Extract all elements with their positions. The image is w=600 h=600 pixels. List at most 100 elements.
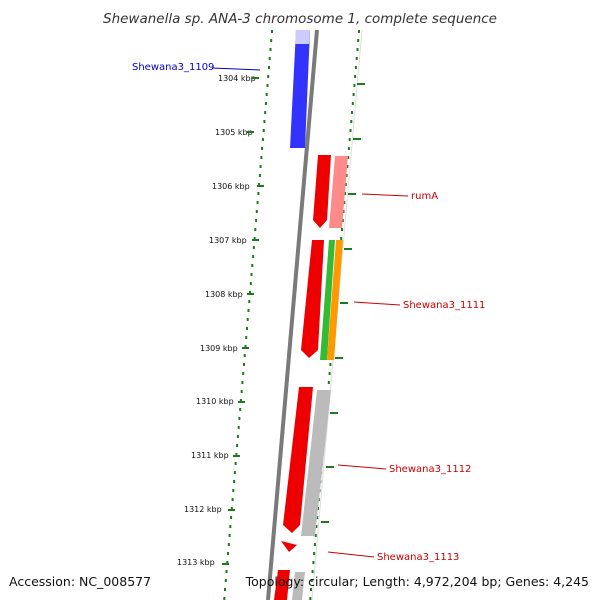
guide-dot bbox=[269, 48, 272, 51]
guide-dot bbox=[239, 399, 242, 402]
tick-label: 1309 kbp bbox=[200, 344, 238, 353]
gene-label-shewana3-1112[interactable]: Shewana3_1112 bbox=[389, 464, 471, 475]
guide-dot bbox=[354, 75, 357, 78]
guide-dot bbox=[253, 237, 256, 240]
guide-dot bbox=[255, 210, 258, 213]
guide-dot bbox=[347, 156, 350, 159]
guide-dot bbox=[243, 363, 245, 366]
tick-label: 1313 kbp bbox=[177, 558, 215, 567]
guide-dot bbox=[345, 174, 348, 177]
guide-dot bbox=[262, 129, 265, 132]
guide-dot bbox=[346, 165, 349, 168]
guide-dot bbox=[230, 507, 233, 510]
guide-dot bbox=[268, 66, 270, 69]
guide-dot bbox=[358, 30, 360, 33]
gene-block-highlight bbox=[295, 30, 310, 44]
guide-dot bbox=[348, 138, 351, 141]
tick-label: 1306 kbp bbox=[212, 182, 250, 191]
guide-dot bbox=[264, 102, 267, 105]
guide-dot bbox=[357, 39, 360, 42]
guide-dot bbox=[312, 561, 315, 564]
guide-dot bbox=[252, 255, 255, 258]
guide-dot bbox=[328, 372, 331, 375]
guide-dot bbox=[349, 129, 352, 132]
guide-dot bbox=[341, 228, 343, 231]
guide-dot bbox=[344, 183, 347, 186]
guide-dot bbox=[224, 588, 226, 591]
guide-dot bbox=[341, 219, 344, 222]
tick-labels: 1304 kbp 1305 kbp 1306 kbp 1307 kbp 1308… bbox=[177, 74, 264, 567]
guide-dot bbox=[228, 534, 231, 537]
guide-dot bbox=[229, 525, 232, 528]
feature-block-gray bbox=[301, 390, 331, 536]
guide-dot bbox=[226, 561, 229, 564]
gene-label-shewana3-1109[interactable]: Shewana3_1109 bbox=[132, 62, 214, 73]
guide-dot bbox=[329, 363, 332, 366]
guide-dot bbox=[265, 93, 268, 96]
guide-dot bbox=[261, 138, 264, 141]
guide-dot bbox=[256, 201, 259, 204]
guide-dot bbox=[246, 318, 249, 321]
gene-block-shewana3-1112[interactable] bbox=[283, 387, 313, 533]
guide-dot bbox=[238, 417, 241, 420]
gene-block-ruma[interactable] bbox=[313, 155, 331, 228]
feature-block-orange bbox=[327, 240, 343, 360]
guide-dot bbox=[356, 48, 359, 51]
feature-blocks bbox=[274, 30, 348, 600]
guide-dot bbox=[239, 408, 242, 411]
gene-block-partial bbox=[274, 570, 290, 600]
feature-block-pink bbox=[329, 156, 348, 228]
guide-dot bbox=[264, 111, 267, 114]
guide-dot bbox=[347, 147, 350, 150]
guide-dot bbox=[311, 570, 314, 573]
guide-dot bbox=[313, 543, 316, 546]
gene-labels: Shewana3_1109 rumA Shewana3_1111 Shewana… bbox=[132, 62, 485, 563]
guide-dot bbox=[254, 228, 257, 231]
guide-dot bbox=[235, 453, 238, 456]
guide-dot bbox=[314, 534, 317, 537]
gene-label-ruma[interactable]: rumA bbox=[411, 191, 438, 202]
guide-dot bbox=[234, 462, 237, 465]
gene-block-shewana3-1111[interactable] bbox=[301, 240, 324, 358]
tick-label: 1308 kbp bbox=[205, 290, 243, 299]
guide-dot bbox=[231, 498, 234, 501]
gene-block-shewana3-1113[interactable] bbox=[281, 541, 297, 552]
gene-label-shewana3-1111[interactable]: Shewana3_1111 bbox=[403, 300, 485, 311]
guide-dot bbox=[267, 75, 270, 78]
gene-block-shewana3-1109[interactable] bbox=[290, 30, 310, 148]
guide-dot bbox=[355, 57, 358, 60]
guide-dot bbox=[247, 309, 250, 312]
map-title: Shewanella sp. ANA-3 chromosome 1, compl… bbox=[103, 11, 497, 27]
guide-dot bbox=[237, 426, 240, 429]
guide-dot bbox=[233, 480, 236, 483]
tick-label: 1304 kbp bbox=[218, 74, 256, 83]
tick-label: 1310 kbp bbox=[196, 397, 234, 406]
gene-leader-line bbox=[337, 464, 387, 470]
guide-dot bbox=[252, 246, 255, 249]
guide-dot bbox=[271, 30, 273, 33]
tick-label: 1312 kbp bbox=[184, 505, 222, 514]
tick-label: 1307 kbp bbox=[209, 236, 247, 245]
guide-dot bbox=[310, 588, 312, 591]
guide-dot bbox=[255, 219, 258, 222]
guide-dot bbox=[233, 471, 236, 474]
guide-dot bbox=[351, 102, 354, 105]
guide-dot bbox=[351, 111, 353, 114]
guide-dot bbox=[315, 525, 318, 528]
guide-dot bbox=[246, 327, 248, 330]
guide-dot bbox=[352, 93, 355, 96]
guide-dot bbox=[248, 300, 251, 303]
guide-dot bbox=[353, 84, 356, 87]
guide-dot bbox=[342, 210, 345, 213]
guide-dot bbox=[258, 174, 261, 177]
guide-dot bbox=[249, 282, 252, 285]
feature-block-partial bbox=[292, 572, 305, 600]
guide-dot bbox=[257, 192, 260, 195]
guide-dot bbox=[261, 147, 264, 150]
gene-leader-line bbox=[211, 67, 261, 71]
guide-dot bbox=[258, 183, 261, 186]
gene-label-shewana3-1113[interactable]: Shewana3_1113 bbox=[377, 552, 459, 563]
guide-dot bbox=[243, 354, 246, 357]
guide-dot bbox=[354, 66, 357, 69]
